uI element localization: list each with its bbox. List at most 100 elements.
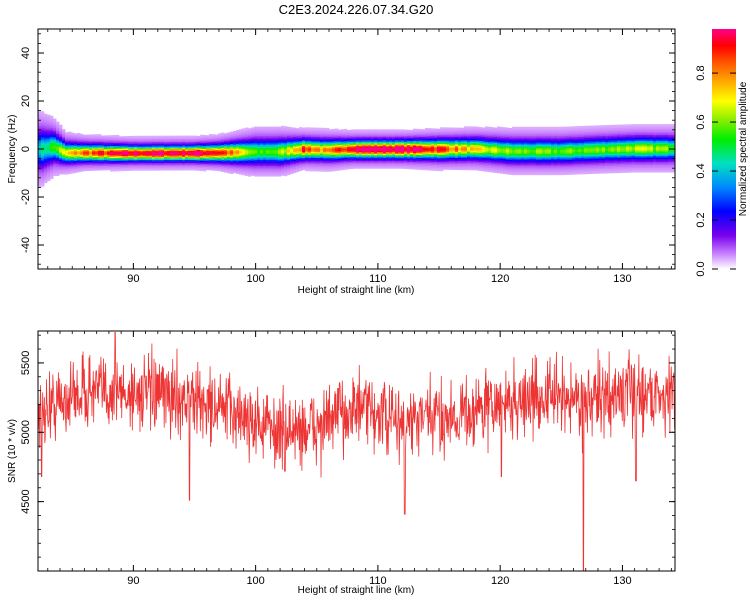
heatmap-cell: [257, 152, 261, 155]
heatmap-cell: [341, 142, 345, 145]
heatmap-cell: [77, 134, 81, 137]
heatmap-cell: [503, 130, 507, 133]
heatmap-cell: [557, 126, 561, 129]
heatmap-cell: [503, 148, 507, 151]
heatmap-cell: [98, 149, 102, 152]
heatmap-cell: [503, 172, 507, 175]
heatmap-cell: [287, 171, 291, 174]
heatmap-cell: [269, 170, 273, 173]
heatmap-cell: [65, 144, 69, 147]
heatmap-cell: [197, 159, 201, 162]
heatmap-cell: [140, 152, 144, 155]
heatmap-cell: [509, 167, 513, 169]
heatmap-cell: [533, 147, 537, 150]
heatmap-cell: [464, 139, 468, 142]
heatmap-cell: [389, 151, 393, 154]
heatmap-cell: [272, 155, 276, 158]
heatmap-cell: [158, 141, 162, 144]
heatmap-cell: [368, 132, 372, 135]
heatmap-cell: [518, 173, 522, 176]
heatmap-cell: [536, 159, 540, 162]
heatmap-cell: [95, 162, 99, 165]
heatmap-cell: [386, 162, 390, 165]
heatmap-cell: [218, 160, 222, 163]
heatmap-cell: [50, 171, 54, 174]
heatmap-cell: [146, 149, 150, 152]
heatmap-cell: [335, 160, 339, 162]
heatmap-cell: [194, 141, 198, 144]
heatmap-cell: [281, 131, 285, 134]
heatmap-cell: [194, 152, 198, 155]
heatmap-cell: [149, 155, 153, 158]
heatmap-cell: [290, 151, 294, 154]
heatmap-cell: [227, 163, 231, 166]
heatmap-cell: [194, 161, 198, 164]
heatmap-cell: [38, 164, 42, 167]
heatmap-cell: [185, 161, 189, 164]
heatmap-cell: [53, 162, 57, 164]
heatmap-cell: [395, 141, 399, 144]
heatmap-cell: [47, 167, 51, 170]
heatmap-cell: [65, 162, 69, 165]
heatmap-cell: [179, 162, 183, 165]
heatmap-cell: [326, 144, 330, 147]
heatmap-cell: [101, 153, 105, 156]
heatmap-cell: [242, 138, 246, 141]
heatmap-cell: [389, 159, 393, 162]
heatmap-cell: [560, 137, 564, 140]
heatmap-cell: [464, 142, 468, 145]
heatmap-cell: [437, 140, 441, 143]
heatmap-cell: [545, 137, 549, 140]
heatmap-cell: [107, 142, 111, 145]
heatmap-cell: [50, 147, 54, 150]
heatmap-cell: [374, 148, 378, 151]
heatmap-cell: [536, 129, 540, 132]
heatmap-cell: [353, 153, 357, 156]
heatmap-cell: [554, 159, 558, 162]
heatmap-cell: [44, 178, 48, 181]
heatmap-cell: [368, 135, 372, 138]
heatmap-cell: [416, 167, 420, 170]
heatmap-cell: [305, 149, 309, 152]
heatmap-cell: [206, 162, 210, 165]
heatmap-cell: [524, 155, 528, 158]
heatmap-cell: [371, 142, 375, 145]
heatmap-cell: [113, 162, 117, 164]
heatmap-cell: [365, 136, 369, 139]
heatmap-cell: [188, 150, 192, 153]
heatmap-cell: [443, 148, 447, 151]
heatmap-cell: [368, 154, 372, 157]
heatmap-cell: [182, 167, 186, 170]
heatmap-cell: [356, 141, 360, 144]
heatmap-cell: [62, 147, 66, 150]
heatmap-cell: [188, 167, 192, 170]
heatmap-cell: [212, 158, 216, 161]
heatmap-cell: [131, 165, 135, 168]
heatmap-cell: [47, 179, 51, 182]
heatmap-cell: [416, 133, 420, 136]
heatmap-cell: [365, 145, 369, 148]
heatmap-cell: [506, 165, 510, 168]
heatmap-cell: [260, 173, 264, 176]
heatmap-cell: [218, 149, 222, 152]
heatmap-cell: [131, 137, 135, 140]
heatmap-cell: [365, 150, 369, 153]
heatmap-cell: [290, 127, 294, 130]
heatmap-cell: [377, 142, 381, 145]
heatmap-cell: [98, 150, 102, 153]
heatmap-cell: [467, 141, 471, 144]
heatmap-cell: [50, 177, 54, 180]
heatmap-cell: [458, 127, 462, 130]
heatmap-cell: [53, 160, 57, 163]
heatmap-cell: [533, 165, 537, 168]
heatmap-cell: [185, 141, 189, 144]
heatmap-cell: [407, 132, 411, 135]
heatmap-cell: [116, 146, 120, 149]
heatmap-cell: [215, 154, 219, 156]
heatmap-cell: [188, 138, 192, 141]
heatmap-cell: [254, 137, 258, 140]
heatmap-cell: [446, 164, 450, 167]
heatmap-cell: [281, 169, 285, 172]
heatmap-cell: [350, 138, 354, 141]
